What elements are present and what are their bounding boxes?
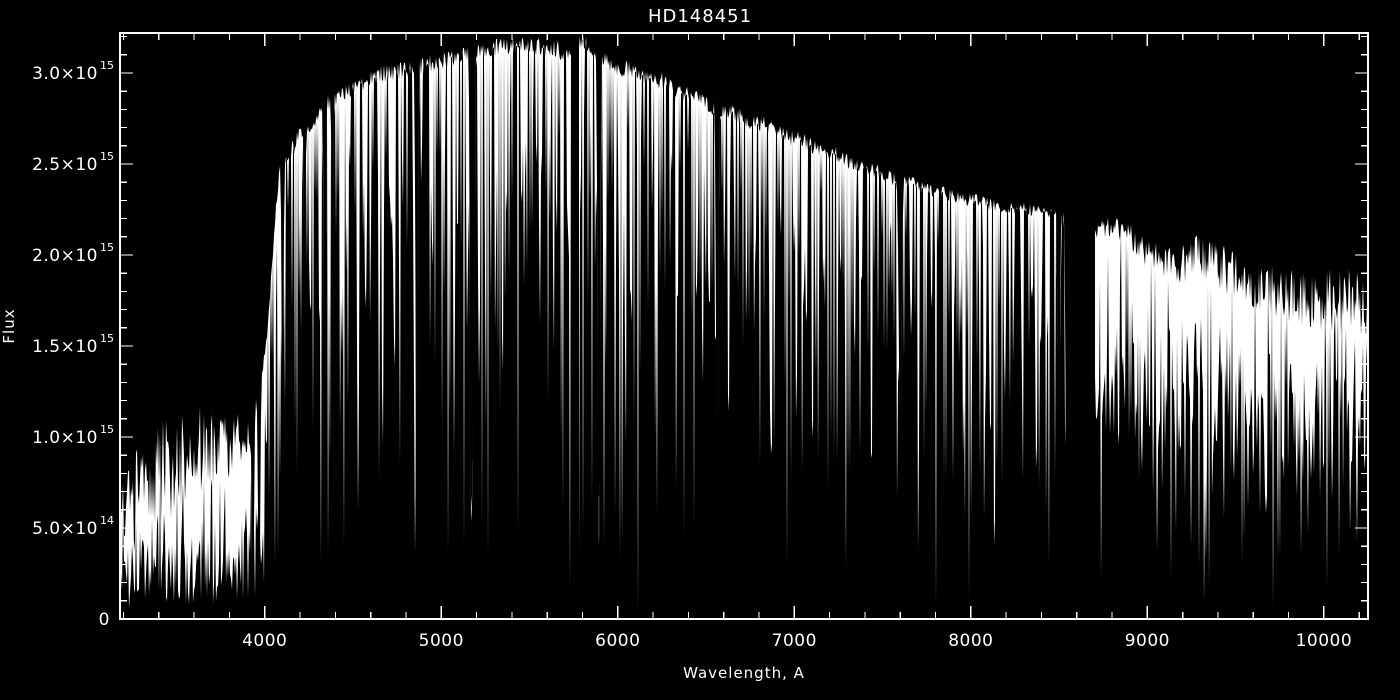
y-tick-label-exponent: 14 — [100, 514, 114, 527]
absorption-line — [415, 67, 418, 531]
x-axis-title: Wavelength, A — [683, 664, 805, 682]
absorption-line — [281, 160, 284, 445]
absorption-line — [258, 377, 261, 607]
y-tick-label-exponent: 15 — [100, 423, 114, 436]
absorption-line — [1057, 209, 1060, 480]
x-tick-label: 9000 — [1125, 631, 1170, 651]
y-tick-label-mantissa: 0 — [99, 610, 110, 630]
axis-ticks — [120, 33, 1368, 620]
x-tick-label: 4000 — [242, 631, 287, 651]
y-tick-label: 0 — [99, 610, 110, 630]
y-tick-label-exponent: 15 — [100, 150, 114, 163]
x-tick-label: 6000 — [595, 631, 640, 651]
y-tick-label-mantissa: 5.0×10 — [32, 519, 98, 539]
plot-frame — [119, 32, 1369, 620]
x-tick-label: 7000 — [772, 631, 817, 651]
x-tick-label: 5000 — [419, 631, 464, 651]
absorption-line — [1086, 230, 1089, 495]
absorption-line — [598, 58, 601, 485]
spectrum-series — [120, 34, 1368, 617]
absorption-line — [331, 99, 334, 349]
y-tick-label: 3.0×10 15 — [32, 59, 114, 84]
absorption-line — [472, 50, 475, 472]
absorption-line — [1065, 210, 1068, 497]
y-tick-label: 5.0×10 14 — [32, 514, 114, 539]
absorption-line — [251, 411, 254, 613]
y-tick-label-exponent: 15 — [100, 59, 114, 72]
y-tick-label-mantissa: 1.0×10 — [32, 428, 98, 448]
absorption-line — [323, 107, 326, 466]
axis-frame-box — [119, 32, 1369, 620]
y-axis-tick-labels: 05.0×10 141.0×10 151.5×10 152.0×10 152.5×10 1… — [32, 59, 114, 630]
absorption-line — [303, 126, 306, 383]
x-tick-label: 8000 — [948, 631, 993, 651]
absorption-line — [716, 108, 719, 527]
y-tick-label-exponent: 15 — [100, 241, 114, 254]
y-tick-label-mantissa: 2.0×10 — [32, 246, 98, 266]
absorption-line — [469, 51, 472, 449]
x-axis-tick-labels: 4000 5000 6000 7000 8000 9000 10000 — [242, 631, 1352, 651]
x-tick-label: 10000 — [1296, 631, 1353, 651]
y-tick-label: 1.0×10 15 — [32, 423, 114, 448]
spectrum-trace — [120, 34, 1368, 617]
y-tick-label-mantissa: 1.5×10 — [32, 337, 98, 357]
page-title: HD148451 — [648, 6, 752, 27]
y-tick-label: 2.0×10 15 — [32, 241, 114, 266]
y-tick-label-exponent: 15 — [100, 332, 114, 345]
absorption-line — [470, 51, 473, 460]
y-tick-label: 1.5×10 15 — [32, 332, 114, 357]
absorption-line — [899, 180, 902, 453]
y-tick-label-mantissa: 2.5×10 — [32, 155, 98, 175]
y-axis-title: Flux — [0, 308, 18, 343]
y-tick-label: 2.5×10 15 — [32, 150, 114, 175]
y-tick-label-mantissa: 3.0×10 — [32, 64, 98, 84]
